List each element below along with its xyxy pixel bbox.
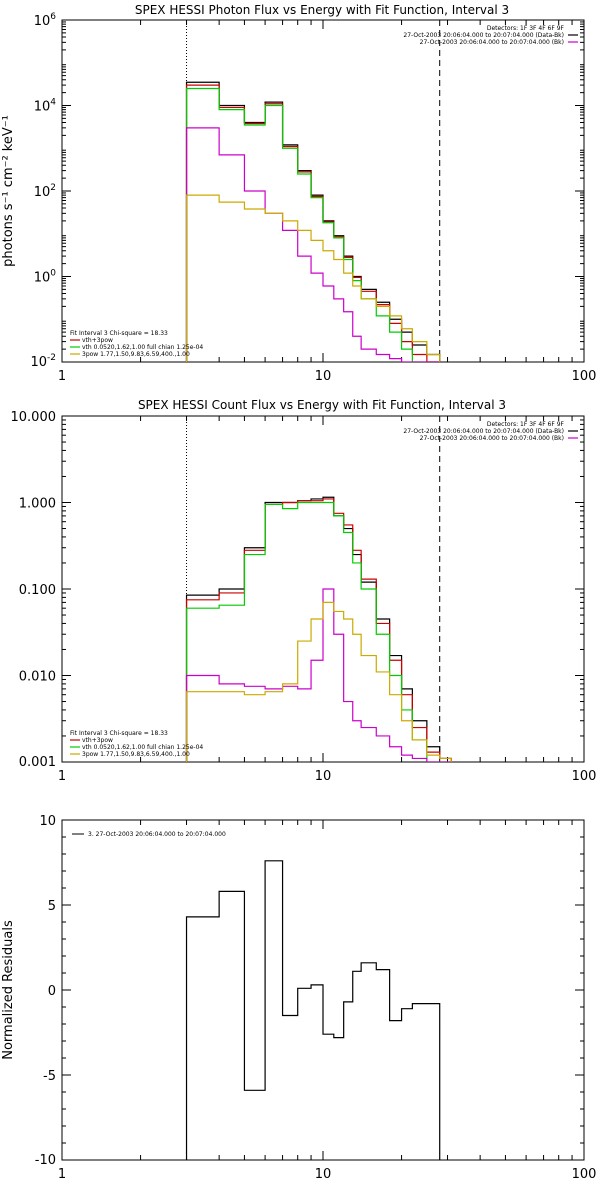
y-tick-label: -5 — [43, 1069, 56, 1084]
legend-bottomleft-entry: vth 0.0520,1.62,1.00 full chian 1.25e-04 — [82, 344, 203, 351]
x-tick-label: 1 — [58, 369, 66, 384]
legend-bottomleft-entry: 3pow 1.77,1.50,9.83,6.59,400.,1.00 — [82, 351, 190, 358]
y-tick-base: 10 — [34, 185, 51, 200]
x-tick-label: 100 — [572, 769, 597, 784]
legend-topright-entry: 27-Oct-2003 20:06:04.000 to 20:07:04.000… — [420, 435, 564, 442]
x-tick-label: 10 — [315, 769, 332, 784]
y-tick-label: 104 — [34, 98, 57, 115]
legend-bottomleft-entry: vth+3pow — [82, 737, 113, 744]
y-tick-base: 10 — [34, 14, 51, 29]
plot-frame — [61, 19, 585, 363]
x-tick-label: 100 — [572, 369, 597, 384]
series-line-0 — [185, 81, 441, 362]
y-tick-label: 1.000 — [19, 497, 56, 512]
count-flux-title: SPEX HESSI Count Flux vs Energy with Fit… — [138, 398, 506, 412]
legend-bottomleft-entry: vth+3pow — [82, 337, 113, 344]
y-tick-label: 102 — [34, 183, 56, 200]
series-line-3 — [185, 588, 452, 762]
y-tick-exponent: 6 — [50, 12, 56, 22]
y-tick-label: 5 — [48, 899, 56, 914]
y-axis-label: photons s⁻¹ cm⁻² keV⁻¹ — [1, 115, 16, 267]
series-line-2 — [185, 87, 440, 362]
series-line-2 — [185, 501, 452, 762]
x-tick-label: 100 — [572, 1167, 597, 1182]
residuals-panel: 1 10 100 -10 -5 0 5 10 Normalized Residuals 3. 27… — [1, 814, 596, 1182]
y-tick-label: 0.100 — [19, 583, 56, 598]
y-tick-base: 10 — [34, 100, 51, 115]
y-tick-label: 0 — [48, 984, 56, 999]
legend-topright-entry: 27-Oct-2003 20:06:04.000 to 20:07:04.000… — [403, 32, 564, 39]
y-tick-label: 100 — [34, 269, 57, 286]
y-tick-exponent: -2 — [47, 353, 56, 363]
y-tick-label: 10.000 — [11, 410, 57, 425]
count-flux-panel: SPEX HESSI Count Flux vs Energy with Fit… — [11, 398, 597, 784]
y-tick-base: 10 — [34, 271, 51, 286]
legend-topleft-entry: 3. 27-Oct-2003 20:06:04.000 to 20:07:04.… — [88, 831, 226, 838]
x-tick-label: 10 — [315, 369, 332, 384]
x-tick-label: 1 — [58, 769, 66, 784]
legend-bottomleft-entry: 3pow 1.77,1.50,9.83,6.59,400.,1.00 — [82, 751, 190, 758]
photon-flux-title: SPEX HESSI Photon Flux vs Energy with Fi… — [135, 3, 509, 17]
y-tick-label: 10 — [39, 814, 56, 829]
photon-flux-panel: SPEX HESSI Photon Flux vs Energy with Fi… — [1, 3, 596, 384]
series-line-4 — [185, 194, 441, 362]
legend-topright-entry: 27-Oct-2003 20:06:04.000 to 20:07:04.000… — [420, 39, 564, 46]
y-tick-exponent: 0 — [50, 269, 56, 279]
y-tick-exponent: 2 — [50, 183, 56, 193]
y-tick-label: -10 — [35, 1153, 56, 1168]
y-tick-label: 0.001 — [19, 755, 56, 770]
y-tick-label: 0.010 — [19, 670, 56, 685]
legend-topright-entry: Detectors: 1F 3F 4F 6F 9F — [487, 25, 565, 32]
series-line-0 — [185, 860, 441, 1160]
legend-topright-entry: 27-Oct-2003 20:06:04.000 to 20:07:04.000… — [403, 428, 564, 435]
y-tick-label: 106 — [34, 12, 57, 29]
series-line-1 — [185, 498, 452, 762]
legend-topright-entry: Detectors: 1F 3F 4F 6F 9F — [487, 421, 565, 428]
y-tick-label: 10-2 — [30, 353, 56, 370]
legend-bottomleft-entry: Fit Interval 3 Chi-square = 18.33 — [70, 330, 168, 337]
legend-bottomleft-entry: Fit Interval 3 Chi-square = 18.33 — [70, 730, 168, 737]
y-tick-exponent: 4 — [50, 98, 56, 108]
y-axis-label: Normalized Residuals — [1, 920, 16, 1060]
y-tick-base: 10 — [30, 355, 47, 370]
x-tick-label: 10 — [315, 1167, 332, 1182]
series-line-3 — [185, 127, 440, 362]
series-line-4 — [185, 601, 452, 762]
series-line-0 — [185, 496, 452, 762]
legend-bottomleft-entry: vth 0.0520,1.62,1.00 full chian 1.25e-04 — [82, 744, 203, 751]
x-tick-label: 1 — [58, 1167, 66, 1182]
